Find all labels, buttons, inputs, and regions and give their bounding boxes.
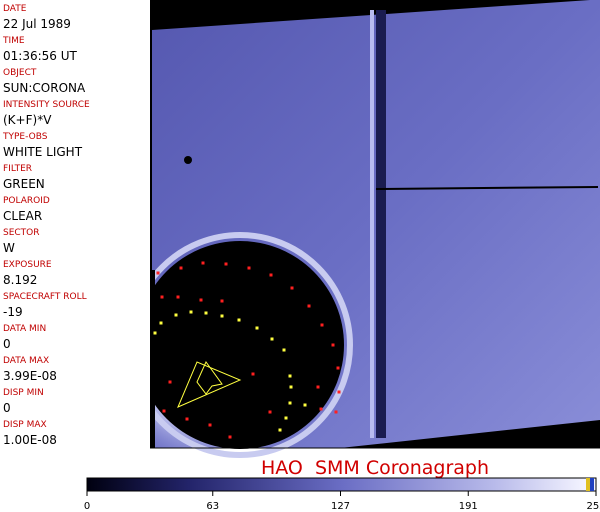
field-value: SUN:CORONA xyxy=(3,81,86,95)
sector-marker xyxy=(177,361,242,408)
occulter xyxy=(136,241,344,449)
red-marker xyxy=(179,266,183,270)
tick-label: 255 xyxy=(586,501,600,512)
field-value: GREEN xyxy=(3,177,45,191)
streak-edge xyxy=(370,10,374,438)
red-marker xyxy=(307,304,311,308)
range-max: 255 xyxy=(586,501,600,512)
yellow-marker xyxy=(204,311,208,315)
field-value: 22 Jul 1989 xyxy=(3,17,71,31)
red-marker xyxy=(337,390,341,394)
tick-label: 191 xyxy=(459,501,478,512)
red-marker xyxy=(316,385,320,389)
field-label: OBJECT xyxy=(3,68,37,78)
red-marker xyxy=(336,366,340,370)
field-value: (K+F)*V xyxy=(3,113,52,127)
yellow-marker xyxy=(288,374,292,378)
red-marker xyxy=(251,372,255,376)
yellow-marker xyxy=(189,310,193,314)
yellow-marker xyxy=(159,321,163,325)
red-marker xyxy=(156,271,160,275)
field-label: DATA MIN xyxy=(3,324,47,334)
header-panel: DATE 22 Jul 1989 TIME 01:36:56 UT OBJECT SUN:… xyxy=(0,0,151,448)
field-label: SECTOR xyxy=(3,228,40,238)
field-value: 8.192 xyxy=(3,273,38,287)
field-value: CLEAR xyxy=(3,209,43,223)
red-marker xyxy=(185,417,189,421)
field-value: 0 xyxy=(3,337,11,351)
red-marker xyxy=(269,273,273,277)
red-marker xyxy=(247,266,251,270)
colorbar xyxy=(86,477,597,492)
streak xyxy=(376,10,386,438)
field-value: 01:36:56 UT xyxy=(3,49,77,63)
yellow-marker xyxy=(255,326,259,330)
yellow-marker xyxy=(278,428,282,432)
range-min: 0 xyxy=(84,501,90,512)
yellow-marker xyxy=(282,348,286,352)
field-label: TYPE-OBS xyxy=(3,132,48,142)
field-label: EXPOSURE xyxy=(3,260,52,270)
field-value: 3.99E-08 xyxy=(3,369,57,383)
red-marker xyxy=(162,409,166,413)
field-label: TIME xyxy=(3,36,25,46)
yellow-marker xyxy=(284,416,288,420)
markers xyxy=(153,261,341,439)
red-marker xyxy=(201,261,205,265)
yellow-marker xyxy=(174,313,178,317)
field-label: POLAROID xyxy=(3,196,50,206)
yellow-marker xyxy=(289,385,293,389)
field-value: 0 xyxy=(3,401,11,415)
title: HAO SMM Coronagraph xyxy=(261,457,489,479)
red-marker xyxy=(228,435,232,439)
yellow-marker xyxy=(237,318,241,322)
field-label: DATE xyxy=(3,4,27,14)
red-marker xyxy=(168,380,172,384)
red-marker xyxy=(220,299,224,303)
spot xyxy=(184,156,192,164)
mask xyxy=(150,270,155,448)
colorbar-end xyxy=(586,478,590,491)
field-value: 1.00E-08 xyxy=(3,433,57,447)
field-value: -19 xyxy=(3,305,23,319)
red-marker xyxy=(290,286,294,290)
field-label: INTENSITY SOURCE xyxy=(3,100,90,110)
field-value: W xyxy=(3,241,15,255)
red-marker xyxy=(320,323,324,327)
tick-label: 63 xyxy=(206,501,219,512)
tick-label: 0 xyxy=(84,501,90,512)
field-value: WHITE LIGHT xyxy=(3,145,83,159)
sector-marker xyxy=(196,361,223,395)
field-label: DISP MAX xyxy=(3,420,47,430)
scan-line xyxy=(375,186,599,190)
red-marker xyxy=(268,410,272,414)
field-label: DISP MIN xyxy=(3,388,44,398)
yellow-marker xyxy=(220,314,224,318)
red-marker xyxy=(331,343,335,347)
red-marker xyxy=(224,262,228,266)
yellow-marker xyxy=(270,337,274,341)
red-marker xyxy=(160,295,164,299)
red-marker xyxy=(176,295,180,299)
red-marker xyxy=(208,423,212,427)
yellow-marker xyxy=(153,331,157,335)
tick-label: 127 xyxy=(331,501,350,512)
field-label: DATA MAX xyxy=(3,356,50,366)
red-marker xyxy=(199,298,203,302)
yellow-marker xyxy=(303,403,307,407)
field-label: FILTER xyxy=(3,164,33,174)
red-marker xyxy=(319,407,323,411)
field-label: SPACECRAFT ROLL xyxy=(3,292,87,302)
red-marker xyxy=(334,410,338,414)
colorbar-end xyxy=(590,478,594,491)
yellow-marker xyxy=(288,401,292,405)
